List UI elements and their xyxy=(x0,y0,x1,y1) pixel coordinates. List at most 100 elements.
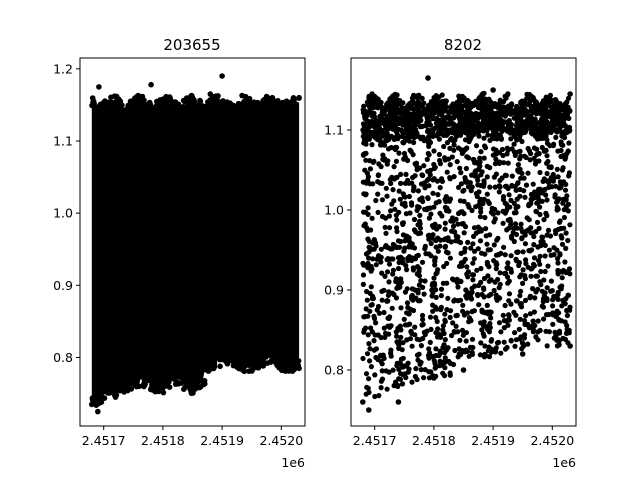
data-point xyxy=(518,272,524,278)
data-point xyxy=(554,109,560,115)
data-point xyxy=(531,255,538,261)
data-point xyxy=(463,287,469,293)
data-point xyxy=(285,364,292,371)
data-point xyxy=(528,130,535,136)
data-point xyxy=(414,253,420,259)
data-point xyxy=(537,211,543,218)
data-point xyxy=(405,360,411,366)
data-point xyxy=(404,337,410,343)
data-point xyxy=(426,215,432,221)
data-point xyxy=(373,346,379,352)
y-tick-label: 0.8 xyxy=(324,363,344,378)
data-point xyxy=(444,307,450,313)
data-point xyxy=(361,137,368,143)
data-point xyxy=(553,333,559,339)
data-point xyxy=(421,163,427,169)
data-point xyxy=(365,332,371,338)
data-point xyxy=(364,288,370,295)
data-point xyxy=(483,233,489,239)
data-point xyxy=(454,280,460,286)
data-point xyxy=(509,146,515,152)
data-point xyxy=(148,81,154,88)
data-point xyxy=(365,205,371,211)
data-point xyxy=(409,379,415,385)
data-point xyxy=(390,126,396,132)
data-point xyxy=(557,330,563,336)
data-point xyxy=(398,356,405,362)
data-point xyxy=(518,301,524,307)
data-point xyxy=(207,91,214,97)
data-point xyxy=(471,256,477,262)
data-point xyxy=(422,331,428,338)
data-point xyxy=(370,130,376,136)
data-point xyxy=(434,318,440,325)
data-point xyxy=(227,101,234,107)
data-point xyxy=(395,399,402,405)
data-point xyxy=(491,258,497,264)
data-point xyxy=(414,207,420,213)
data-point xyxy=(478,340,484,346)
data-point xyxy=(433,244,439,250)
data-point xyxy=(531,242,537,248)
data-point xyxy=(502,252,508,258)
data-point xyxy=(493,261,499,268)
x-axis: 2.4517 2.4518 2.4519 2.4520 xyxy=(82,426,303,448)
data-point xyxy=(369,329,375,335)
data-point xyxy=(454,99,460,105)
data-point xyxy=(108,94,114,101)
data-point xyxy=(447,137,454,143)
data-point xyxy=(486,329,492,335)
data-point xyxy=(430,308,436,314)
data-point xyxy=(371,338,377,344)
data-point xyxy=(489,122,495,128)
data-point xyxy=(425,195,431,201)
data-point xyxy=(432,361,438,367)
data-point xyxy=(482,343,488,349)
data-point xyxy=(95,408,101,415)
data-point xyxy=(369,266,375,272)
data-point xyxy=(532,98,538,104)
data-point xyxy=(451,124,457,130)
data-point xyxy=(419,312,426,319)
data-point xyxy=(194,104,200,110)
data-point xyxy=(452,129,458,135)
data-point xyxy=(530,116,536,122)
data-point xyxy=(537,327,543,333)
chart-title: 203655 xyxy=(163,36,220,54)
data-point xyxy=(181,386,187,393)
data-point xyxy=(507,218,514,225)
data-point xyxy=(443,249,450,255)
data-point xyxy=(412,324,418,330)
x-offset-label: 1e6 xyxy=(281,455,305,470)
data-point xyxy=(520,267,526,273)
data-point xyxy=(536,151,542,157)
data-point xyxy=(502,183,509,189)
data-point xyxy=(152,380,159,387)
data-point xyxy=(519,351,526,357)
data-point xyxy=(561,152,567,159)
data-point xyxy=(537,261,543,267)
data-point xyxy=(565,104,571,110)
data-point xyxy=(478,320,484,326)
data-point xyxy=(459,209,465,215)
data-point xyxy=(505,160,511,166)
data-point xyxy=(521,318,528,324)
data-point xyxy=(449,332,455,339)
chart-title: 8202 xyxy=(444,36,482,54)
data-point xyxy=(484,98,491,104)
data-point xyxy=(556,342,562,348)
data-point xyxy=(554,166,560,172)
data-point xyxy=(543,328,549,334)
data-point xyxy=(559,241,566,247)
data-point xyxy=(544,343,550,349)
data-point xyxy=(489,132,495,138)
data-point xyxy=(566,140,572,146)
data-point xyxy=(421,375,427,381)
data-point xyxy=(484,174,490,180)
data-point xyxy=(383,185,389,191)
data-point xyxy=(484,127,490,133)
data-point xyxy=(390,267,396,273)
data-point xyxy=(473,190,479,197)
data-point xyxy=(295,358,302,364)
